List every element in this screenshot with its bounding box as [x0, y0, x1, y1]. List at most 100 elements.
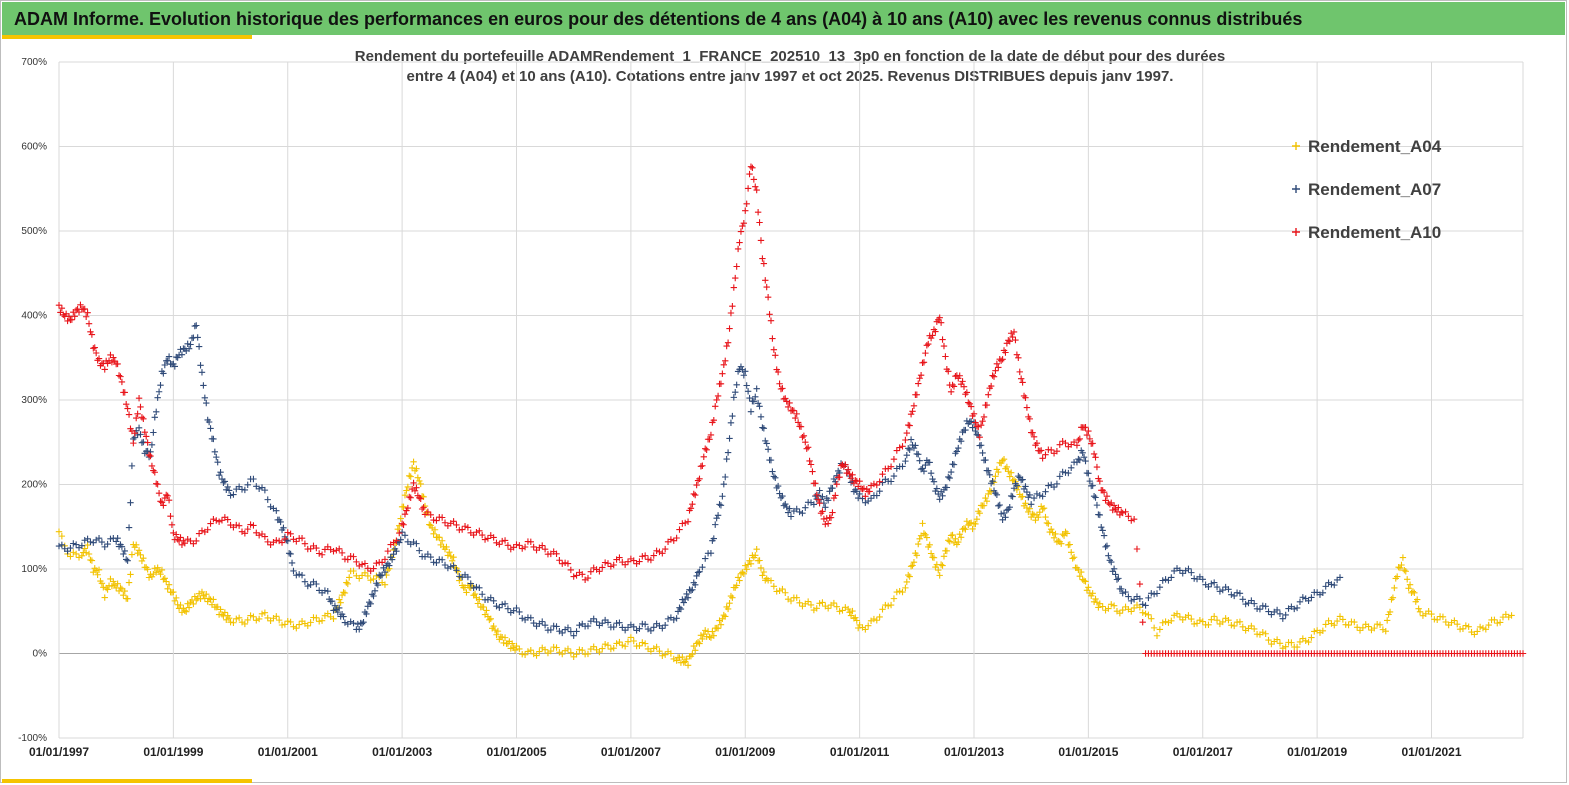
data-point [692, 581, 699, 589]
data-point [610, 645, 617, 652]
data-point [1036, 508, 1043, 516]
data-point [656, 647, 663, 655]
data-point [860, 485, 868, 492]
data-point [816, 499, 823, 507]
data-point [1000, 509, 1008, 517]
data-point [410, 458, 417, 465]
data-point [1219, 618, 1226, 626]
data-point [128, 462, 136, 470]
data-point [885, 602, 892, 610]
data-point [1482, 626, 1490, 633]
data-point [967, 418, 975, 425]
data-point [1093, 501, 1101, 509]
data-point [683, 590, 690, 598]
data-point [1210, 613, 1218, 620]
data-point [1176, 567, 1184, 574]
data-point [473, 583, 480, 591]
data-point [424, 550, 432, 558]
data-point [235, 522, 243, 529]
data-point [195, 343, 203, 350]
data-point [1023, 404, 1031, 411]
data-point [1322, 583, 1329, 590]
data-point [610, 623, 617, 631]
data-point [1296, 638, 1304, 646]
data-point [298, 571, 306, 579]
data-point [1399, 554, 1407, 561]
data-point [593, 618, 600, 626]
data-point [134, 410, 141, 417]
data-point [1108, 558, 1115, 566]
data-point [787, 597, 795, 605]
data-point [720, 361, 728, 368]
data-point [193, 537, 200, 545]
data-point [812, 492, 819, 500]
data-point [81, 305, 88, 313]
data-point [772, 474, 779, 481]
data-point [170, 529, 177, 537]
data-point [1190, 620, 1198, 628]
data-point [1262, 630, 1269, 637]
data-point [157, 381, 164, 389]
data-point [659, 652, 666, 659]
data-point [696, 640, 703, 647]
data-point [481, 536, 489, 543]
data-point [164, 357, 171, 364]
data-point [967, 403, 975, 410]
data-point [969, 525, 976, 533]
data-point [370, 592, 377, 600]
data-point [397, 515, 404, 522]
data-point [1112, 505, 1119, 513]
data-point [1371, 624, 1378, 632]
data-point [650, 645, 657, 652]
data-point [902, 457, 909, 465]
data-point [1162, 618, 1169, 625]
data-point [710, 632, 717, 639]
data-point [64, 548, 71, 555]
data-point [194, 334, 201, 341]
data-point [1007, 330, 1015, 337]
data-point [293, 538, 300, 545]
data-point [920, 530, 928, 537]
data-point [377, 572, 384, 579]
data-point [155, 568, 163, 575]
data-point [945, 537, 952, 544]
data-point [1007, 492, 1015, 500]
data-point [1228, 621, 1235, 629]
data-point [444, 552, 452, 559]
data-point [1265, 608, 1272, 615]
data-point [925, 340, 932, 348]
y-tick-label: 300% [21, 395, 47, 406]
data-point [117, 584, 124, 592]
data-point [173, 531, 180, 538]
data-point [813, 605, 820, 612]
data-point [926, 459, 933, 466]
data-point [1339, 616, 1347, 623]
data-point [739, 222, 746, 230]
data-point [949, 381, 956, 389]
data-point [1305, 597, 1312, 605]
data-point [682, 595, 689, 603]
data-point [1293, 604, 1301, 612]
data-point [706, 436, 713, 443]
data-point [943, 484, 951, 491]
data-point [250, 613, 257, 620]
data-point [1325, 617, 1332, 624]
data-point [923, 534, 931, 541]
data-point [753, 186, 760, 194]
data-point [613, 640, 620, 647]
data-point [913, 552, 921, 559]
data-point [324, 610, 331, 617]
data-point [198, 588, 206, 596]
x-tick-label: 01/01/2021 [1401, 745, 1461, 759]
data-point [344, 580, 351, 588]
data-point [916, 457, 923, 464]
data-point [722, 613, 729, 620]
data-point [982, 494, 989, 502]
data-point [75, 554, 83, 561]
data-point [1050, 534, 1058, 541]
data-point [90, 345, 97, 352]
report-title: ADAM Informe. Evolution historique des p… [14, 9, 1303, 29]
data-point [138, 439, 146, 446]
data-point [1042, 488, 1049, 495]
data-point [340, 613, 347, 620]
